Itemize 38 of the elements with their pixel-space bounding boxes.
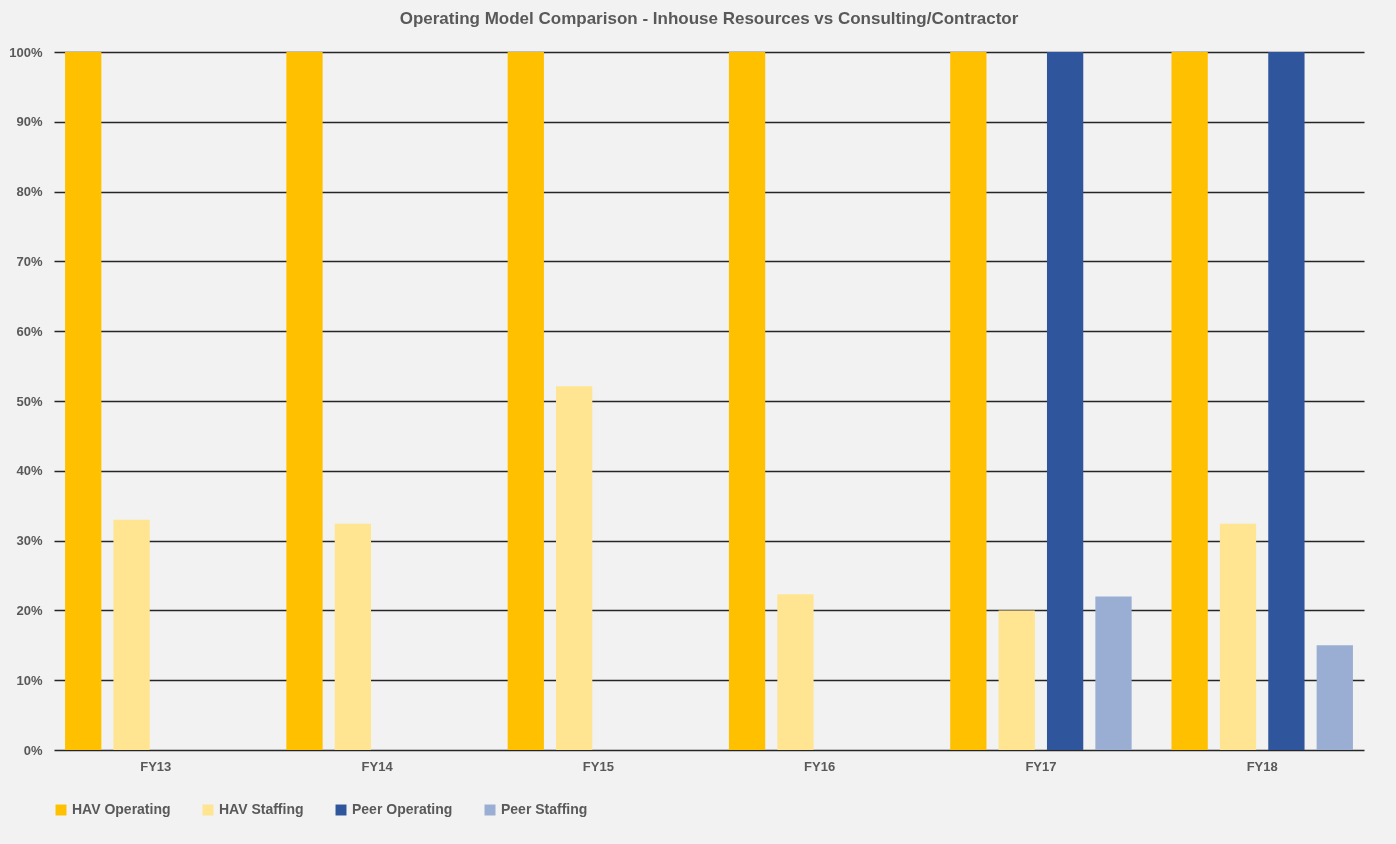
bar	[777, 594, 814, 750]
legend-label: HAV Staffing	[219, 801, 304, 817]
y-tick-label: 30%	[16, 533, 43, 549]
x-tick-label: FY18	[1246, 758, 1278, 774]
bar	[65, 52, 102, 750]
bar	[998, 610, 1035, 750]
y-tick-label: 90%	[16, 114, 43, 130]
bar	[1219, 523, 1257, 750]
y-tick-label: 0%	[23, 742, 43, 758]
bar	[950, 52, 987, 750]
x-tick-label: FY15	[582, 758, 614, 774]
x-tick-label: FY14	[361, 758, 394, 774]
bar	[334, 523, 372, 750]
y-tick-label: 100%	[9, 44, 43, 60]
bar	[728, 52, 766, 750]
bar	[113, 519, 150, 750]
y-tick-label: 50%	[16, 393, 43, 409]
x-tick-label: FY17	[1025, 758, 1057, 774]
y-tick-label: 20%	[16, 602, 43, 618]
bar	[1046, 52, 1084, 750]
y-tick-label: 60%	[16, 323, 43, 339]
bar	[1316, 645, 1353, 750]
bar	[1171, 52, 1208, 750]
y-tick-label: 10%	[16, 672, 43, 688]
bar	[1268, 52, 1305, 750]
legend-label: Peer Staffing	[501, 801, 588, 817]
chart-title: Operating Model Comparison - Inhouse Resources vs Consulting/Contractor	[399, 9, 1019, 28]
x-tick-label: FY16	[804, 758, 836, 774]
legend-label: Peer Operating	[352, 801, 453, 817]
y-tick-label: 70%	[16, 253, 43, 269]
bar	[556, 386, 593, 750]
bar	[1095, 596, 1132, 750]
y-tick-label: 40%	[16, 463, 43, 479]
y-tick-label: 80%	[16, 184, 43, 200]
x-tick-label: FY13	[140, 758, 172, 774]
bar	[286, 52, 323, 750]
bar	[507, 52, 544, 750]
legend-label: HAV Operating	[72, 801, 171, 817]
